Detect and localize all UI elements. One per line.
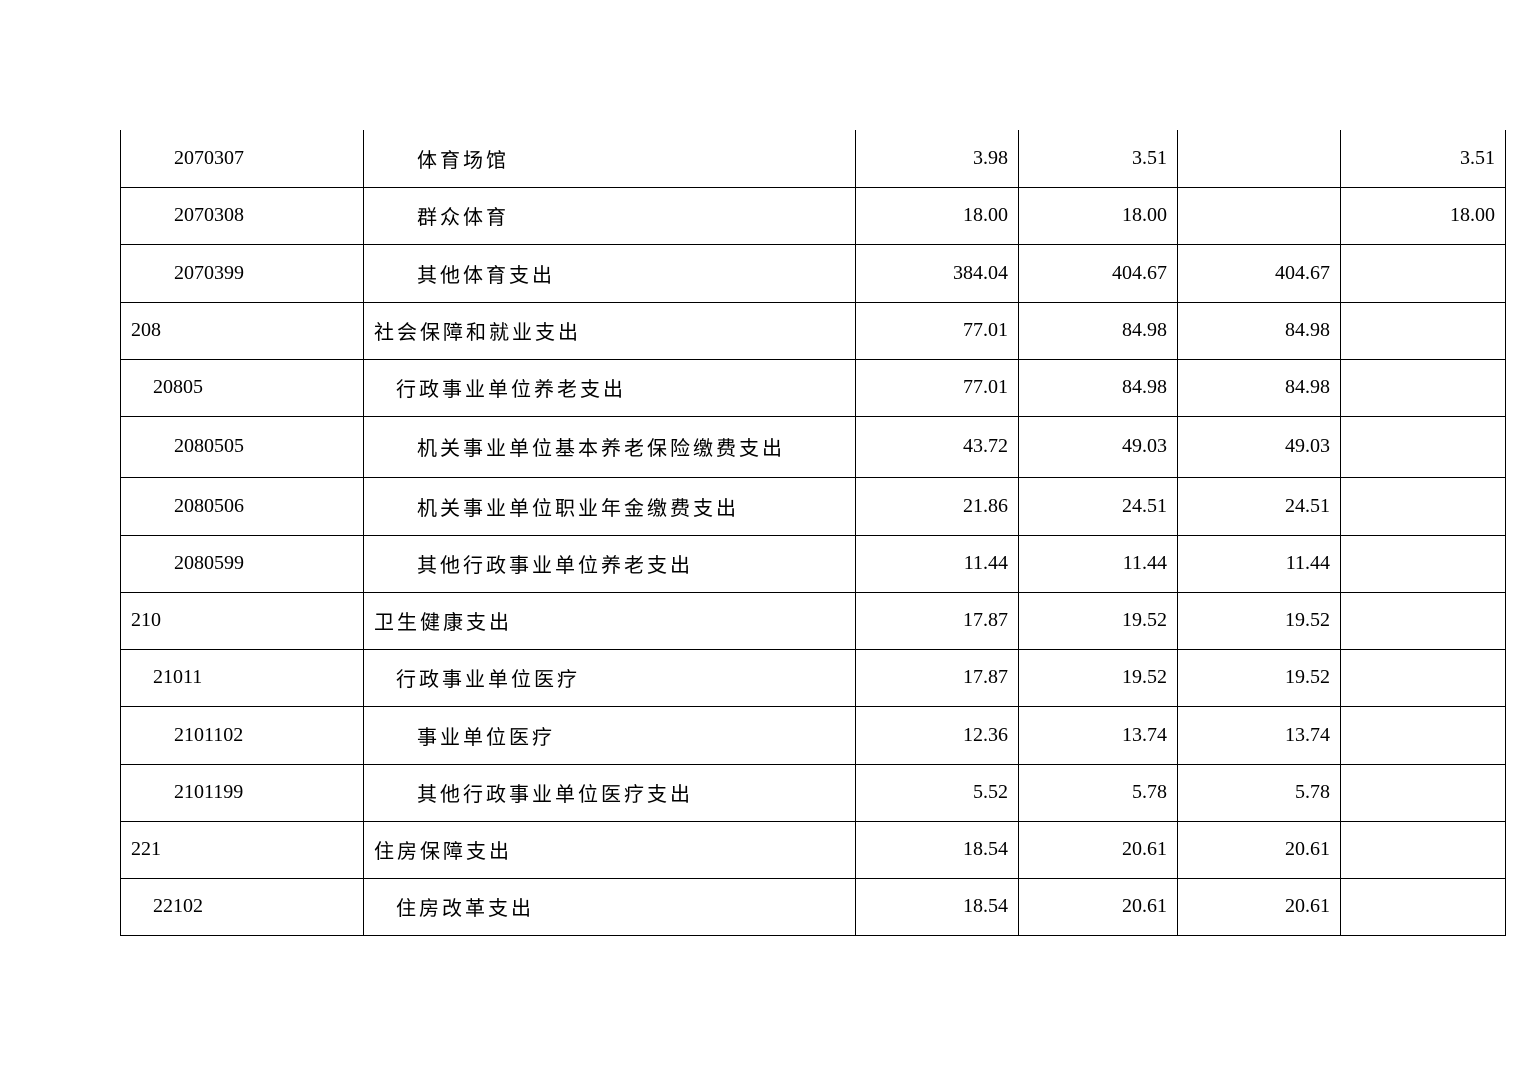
code-cell: 2080506 — [120, 476, 364, 536]
amount-cell-2: 404.67 — [1018, 243, 1178, 303]
table-row: 22102 住房改革支出 18.54 20.61 20.61 — [120, 877, 1506, 936]
table-row: 2070307 体育场馆 3.98 3.51 3.51 — [120, 130, 1506, 188]
name-cell: 住房保障支出 — [363, 820, 856, 879]
amount-cell-3: 20.61 — [1177, 820, 1341, 879]
amount-cell-4: 18.00 — [1340, 186, 1506, 245]
table-row: 21011 行政事业单位医疗 17.87 19.52 19.52 — [120, 648, 1506, 707]
amount-cell-4 — [1340, 705, 1506, 765]
table-row: 208 社会保障和就业支出 77.01 84.98 84.98 — [120, 301, 1506, 360]
code-cell: 2101102 — [120, 705, 364, 765]
amount-cell-4 — [1340, 476, 1506, 536]
amount-cell-2: 49.03 — [1018, 415, 1178, 478]
amount-cell-3: 49.03 — [1177, 415, 1341, 478]
amount-cell-4 — [1340, 415, 1506, 478]
amount-cell-3: 20.61 — [1177, 877, 1341, 936]
table-row: 2101199 其他行政事业单位医疗支出 5.52 5.78 5.78 — [120, 763, 1506, 822]
code-cell: 221 — [120, 820, 364, 879]
amount-cell-4 — [1340, 591, 1506, 650]
name-cell: 行政事业单位养老支出 — [363, 358, 856, 417]
amount-cell-1: 17.87 — [855, 648, 1019, 707]
amount-cell-4: 3.51 — [1340, 130, 1506, 188]
amount-cell-2: 19.52 — [1018, 648, 1178, 707]
amount-cell-2: 84.98 — [1018, 301, 1178, 360]
table-row: 2080506 机关事业单位职业年金缴费支出 21.86 24.51 24.51 — [120, 476, 1506, 536]
name-cell: 住房改革支出 — [363, 877, 856, 936]
code-cell: 2101199 — [120, 763, 364, 822]
name-cell: 群众体育 — [363, 186, 856, 245]
code-cell: 2070308 — [120, 186, 364, 245]
table-row: 2080599 其他行政事业单位养老支出 11.44 11.44 11.44 — [120, 534, 1506, 593]
code-cell: 208 — [120, 301, 364, 360]
amount-cell-3: 19.52 — [1177, 591, 1341, 650]
amount-cell-1: 77.01 — [855, 301, 1019, 360]
amount-cell-2: 20.61 — [1018, 820, 1178, 879]
code-cell: 20805 — [120, 358, 364, 417]
name-cell: 其他体育支出 — [363, 243, 856, 303]
amount-cell-3: 5.78 — [1177, 763, 1341, 822]
amount-cell-2: 19.52 — [1018, 591, 1178, 650]
name-cell: 其他行政事业单位医疗支出 — [363, 763, 856, 822]
amount-cell-4 — [1340, 877, 1506, 936]
table-row: 2070399 其他体育支出 384.04 404.67 404.67 — [120, 243, 1506, 303]
amount-cell-2: 84.98 — [1018, 358, 1178, 417]
name-cell: 其他行政事业单位养老支出 — [363, 534, 856, 593]
name-cell: 体育场馆 — [363, 130, 856, 188]
amount-cell-2: 24.51 — [1018, 476, 1178, 536]
amount-cell-3: 19.52 — [1177, 648, 1341, 707]
code-cell: 2070399 — [120, 243, 364, 303]
amount-cell-1: 11.44 — [855, 534, 1019, 593]
amount-cell-1: 18.54 — [855, 820, 1019, 879]
amount-cell-3 — [1177, 130, 1341, 188]
name-cell: 事业单位医疗 — [363, 705, 856, 765]
code-cell: 2080505 — [120, 415, 364, 478]
amount-cell-2: 18.00 — [1018, 186, 1178, 245]
amount-cell-4 — [1340, 243, 1506, 303]
amount-cell-4 — [1340, 358, 1506, 417]
amount-cell-1: 18.00 — [855, 186, 1019, 245]
name-cell: 社会保障和就业支出 — [363, 301, 856, 360]
amount-cell-1: 384.04 — [855, 243, 1019, 303]
amount-cell-3: 84.98 — [1177, 301, 1341, 360]
table-row: 2080505 机关事业单位基本养老保险缴费支出 43.72 49.03 49.03 — [120, 415, 1506, 478]
code-cell: 210 — [120, 591, 364, 650]
amount-cell-3 — [1177, 186, 1341, 245]
amount-cell-4 — [1340, 763, 1506, 822]
amount-cell-3: 24.51 — [1177, 476, 1341, 536]
name-cell: 机关事业单位职业年金缴费支出 — [363, 476, 856, 536]
code-cell: 21011 — [120, 648, 364, 707]
amount-cell-2: 11.44 — [1018, 534, 1178, 593]
amount-cell-2: 3.51 — [1018, 130, 1178, 188]
table-row: 2070308 群众体育 18.00 18.00 18.00 — [120, 186, 1506, 245]
amount-cell-4 — [1340, 820, 1506, 879]
code-cell: 22102 — [120, 877, 364, 936]
amount-cell-1: 21.86 — [855, 476, 1019, 536]
amount-cell-1: 17.87 — [855, 591, 1019, 650]
budget-table: 2070307 体育场馆 3.98 3.51 3.51 2070308 群众体育 18.00 1… — [120, 130, 1506, 936]
amount-cell-1: 18.54 — [855, 877, 1019, 936]
amount-cell-1: 43.72 — [855, 415, 1019, 478]
amount-cell-3: 404.67 — [1177, 243, 1341, 303]
amount-cell-4 — [1340, 648, 1506, 707]
amount-cell-4 — [1340, 301, 1506, 360]
code-cell: 2070307 — [120, 130, 364, 188]
amount-cell-3: 11.44 — [1177, 534, 1341, 593]
amount-cell-1: 12.36 — [855, 705, 1019, 765]
amount-cell-2: 5.78 — [1018, 763, 1178, 822]
amount-cell-3: 84.98 — [1177, 358, 1341, 417]
table-row: 221 住房保障支出 18.54 20.61 20.61 — [120, 820, 1506, 879]
amount-cell-1: 3.98 — [855, 130, 1019, 188]
amount-cell-3: 13.74 — [1177, 705, 1341, 765]
name-cell: 行政事业单位医疗 — [363, 648, 856, 707]
amount-cell-2: 20.61 — [1018, 877, 1178, 936]
table-row: 20805 行政事业单位养老支出 77.01 84.98 84.98 — [120, 358, 1506, 417]
amount-cell-1: 5.52 — [855, 763, 1019, 822]
amount-cell-4 — [1340, 534, 1506, 593]
table-row: 210 卫生健康支出 17.87 19.52 19.52 — [120, 591, 1506, 650]
name-cell: 机关事业单位基本养老保险缴费支出 — [363, 415, 856, 478]
amount-cell-1: 77.01 — [855, 358, 1019, 417]
amount-cell-2: 13.74 — [1018, 705, 1178, 765]
name-cell: 卫生健康支出 — [363, 591, 856, 650]
code-cell: 2080599 — [120, 534, 364, 593]
table-row: 2101102 事业单位医疗 12.36 13.74 13.74 — [120, 705, 1506, 765]
